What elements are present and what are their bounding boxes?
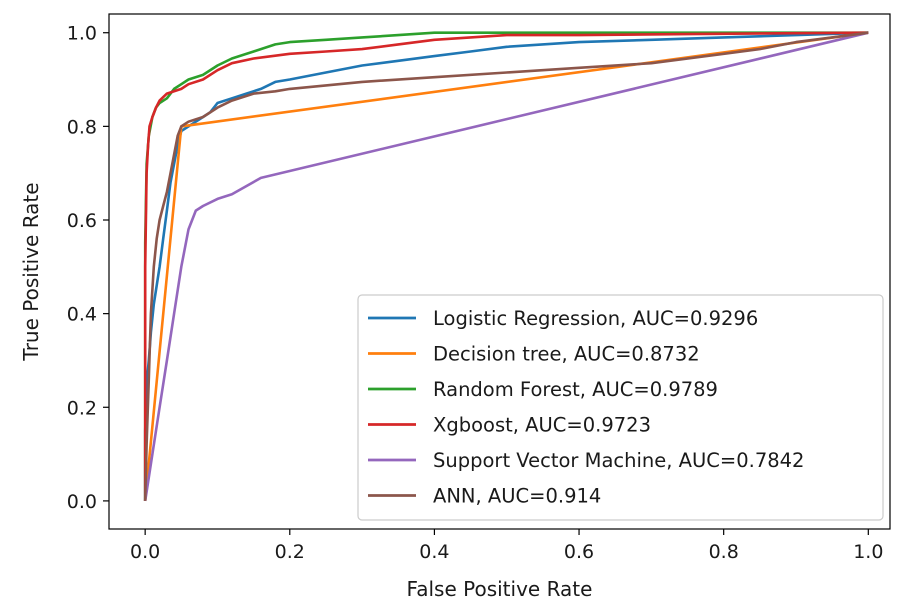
legend-label-3: Random Forest, AUC=0.9789 — [433, 378, 718, 401]
y-axis-label: True Positive Rate — [19, 182, 43, 361]
x-tick-label: 0.8 — [709, 541, 739, 563]
series-line-4 — [143, 31, 869, 501]
series-line-6 — [143, 31, 869, 501]
x-axis-label: False Positive Rate — [407, 577, 593, 601]
x-tick-label: 1.0 — [853, 541, 883, 563]
y-tick-label: 0.4 — [67, 304, 97, 326]
legend-label-1: Logistic Regression, AUC=0.9296 — [433, 307, 758, 330]
y-tick-label: 0.0 — [67, 491, 97, 513]
x-tick-label: 0.6 — [564, 541, 594, 563]
x-tick-label: 0.4 — [419, 541, 449, 563]
legend-label-4: Xgboost, AUC=0.9723 — [433, 414, 651, 437]
legend-box — [357, 294, 884, 521]
y-tick-label: 0.8 — [67, 116, 97, 138]
x-tick-label: 0.2 — [275, 541, 305, 563]
plot-frame — [108, 13, 891, 530]
legend: Logistic Regression, AUC=0.9296 Decision … — [357, 294, 884, 521]
y-tick-label: 0.2 — [67, 397, 97, 419]
axis-ticks: 0.0 0.2 0.4 0.6 0.8 1.0 0.0 0.2 0.4 0.6 0.8 1.0 — [67, 23, 884, 563]
legend-label-2: Decision tree, AUC=0.8732 — [433, 343, 700, 366]
series-line-5 — [143, 31, 869, 502]
y-tick-label: 1.0 — [67, 23, 97, 45]
series-lines — [143, 31, 869, 502]
legend-label-6: ANN, AUC=0.914 — [433, 485, 601, 508]
x-tick-label: 0.0 — [130, 541, 160, 563]
y-tick-label: 0.6 — [67, 210, 97, 232]
legend-label-5: Support Vector Machine, AUC=0.7842 — [433, 449, 804, 472]
